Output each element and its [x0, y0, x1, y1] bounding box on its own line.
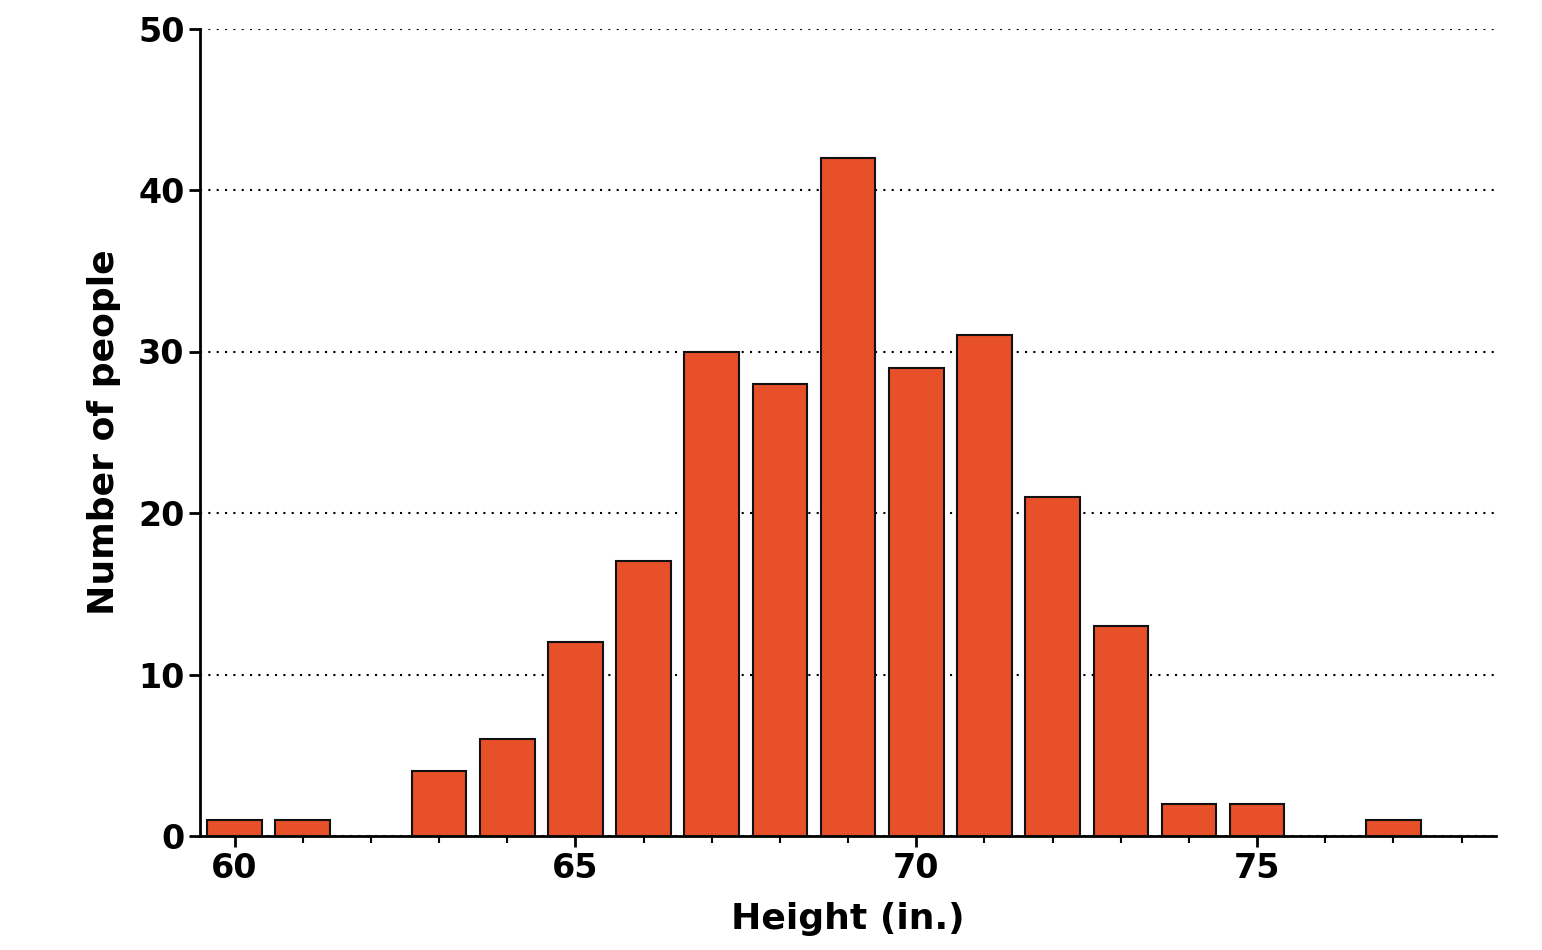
- Bar: [958, 335, 1012, 836]
- Bar: [820, 158, 876, 836]
- Bar: [480, 739, 535, 836]
- Bar: [752, 384, 806, 836]
- X-axis label: Height (in.): Height (in.): [731, 902, 965, 936]
- Bar: [1161, 804, 1217, 836]
- Bar: [1025, 497, 1079, 836]
- Bar: [1366, 820, 1420, 836]
- Bar: [207, 820, 262, 836]
- Bar: [685, 352, 739, 836]
- Bar: [412, 771, 466, 836]
- Bar: [890, 368, 944, 836]
- Bar: [547, 642, 603, 836]
- Bar: [1093, 626, 1149, 836]
- Y-axis label: Number of people: Number of people: [88, 250, 122, 615]
- Bar: [1231, 804, 1284, 836]
- Bar: [276, 820, 330, 836]
- Bar: [617, 561, 671, 836]
